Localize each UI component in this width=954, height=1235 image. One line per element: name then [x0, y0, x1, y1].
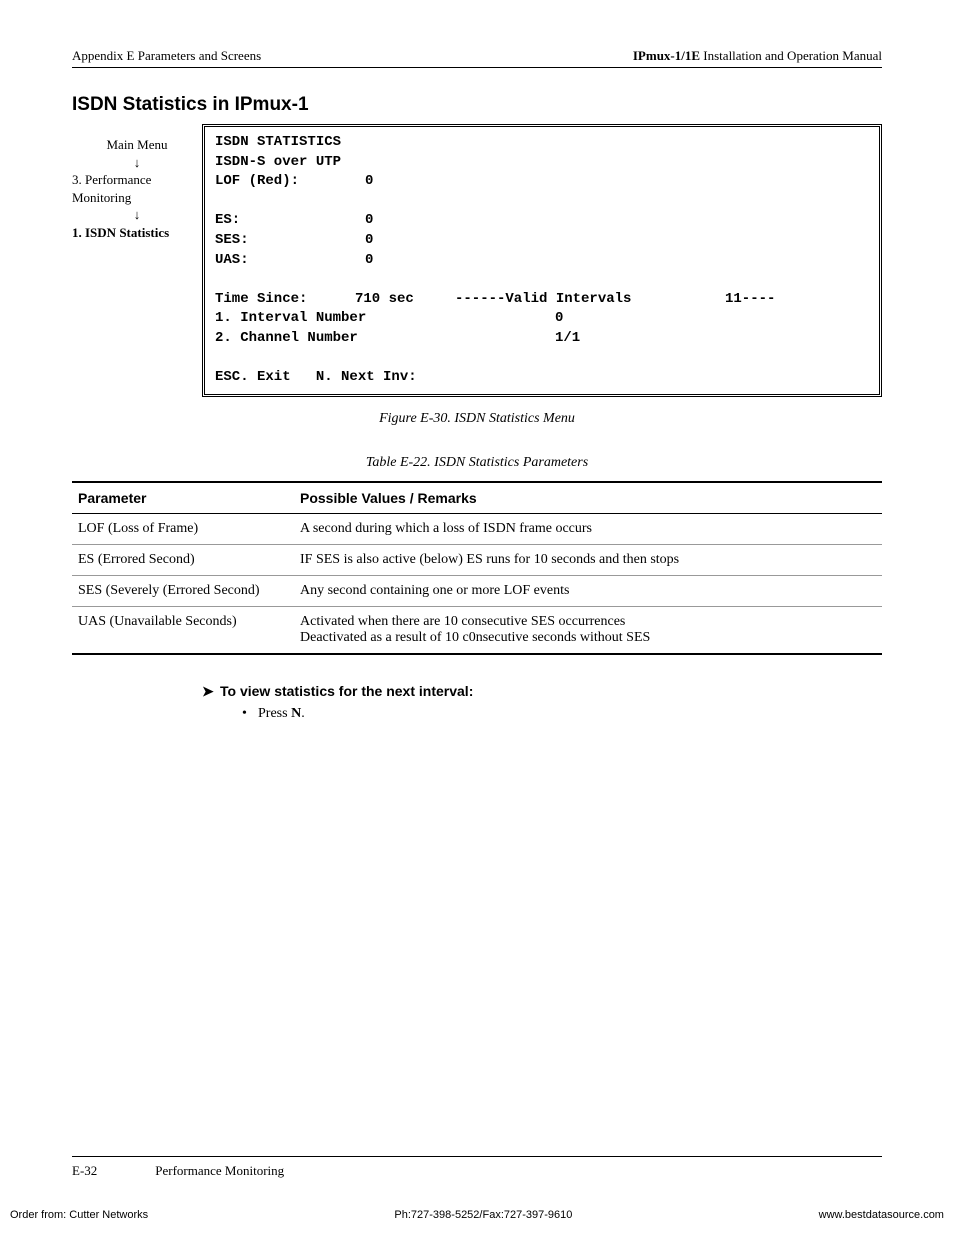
action-block: ➤To view statistics for the next interva… — [202, 683, 882, 722]
table-caption: Table E-22. ISDN Statistics Parameters — [72, 455, 882, 471]
section-title: ISDN Statistics in IPmux-1 — [72, 94, 882, 116]
header-product: IPmux-1/1E — [633, 48, 700, 63]
table-row: ES (Errored Second) IF SES is also activ… — [72, 544, 882, 575]
header-doc: Installation and Operation Manual — [700, 48, 882, 63]
header-right: IPmux-1/1E Installation and Operation Ma… — [633, 48, 882, 64]
arrow-down-icon: ↓ — [72, 154, 202, 172]
terminal-title: ISDN STATISTICS — [215, 134, 341, 150]
page-number: E-32 — [72, 1163, 152, 1179]
breadcrumb-step-main: Main Menu — [72, 136, 202, 154]
time-row: Time Since:710 sec------Valid Intervals1… — [215, 291, 775, 307]
col-remarks: Possible Values / Remarks — [294, 482, 882, 514]
order-center: Ph:727-398-5252/Fax:727-397-9610 — [394, 1209, 572, 1221]
order-left: Order from: Cutter Networks — [10, 1209, 148, 1221]
breadcrumb-step-current: 1. ISDN Statistics — [72, 224, 202, 242]
stat-es: ES:0 — [215, 212, 373, 228]
pointer-icon: ➤ — [202, 683, 220, 700]
header-left: Appendix E Parameters and Screens — [72, 48, 261, 64]
uas-remarks: Activated when there are 10 consecutive … — [294, 606, 882, 654]
breadcrumb-step-perf: 3. Performance Monitoring — [72, 171, 202, 206]
arrow-down-icon: ↓ — [72, 206, 202, 224]
terminal-subtitle: ISDN-S over UTP — [215, 154, 341, 170]
stat-ses: SES:0 — [215, 232, 373, 248]
opt-interval: 1. Interval Number0 — [215, 310, 563, 326]
table-row: UAS (Unavailable Seconds) Activated when… — [72, 606, 882, 654]
figure-caption: Figure E-30. ISDN Statistics Menu — [72, 411, 882, 427]
page-footer: E-32 Performance Monitoring — [72, 1156, 882, 1179]
table-row: SES (Severely (Errored Second) Any secon… — [72, 575, 882, 606]
action-heading: To view statistics for the next interval… — [220, 683, 473, 699]
stat-lof: LOF (Red):0 — [215, 173, 373, 189]
bullet-icon: • — [242, 706, 258, 722]
footer-section: Performance Monitoring — [155, 1163, 284, 1178]
parameters-table: Parameter Possible Values / Remarks LOF … — [72, 481, 882, 655]
order-line: Order from: Cutter Networks Ph:727-398-5… — [10, 1209, 944, 1221]
col-parameter: Parameter — [72, 482, 294, 514]
action-text: Press N. — [258, 706, 305, 721]
opt-channel: 2. Channel Number1/1 — [215, 330, 580, 346]
terminal-screen: ISDN STATISTICS ISDN-S over UTP LOF (Red… — [202, 124, 882, 397]
page-header: Appendix E Parameters and Screens IPmux-… — [72, 48, 882, 68]
breadcrumb: Main Menu ↓ 3. Performance Monitoring ↓ … — [72, 124, 202, 241]
table-row: LOF (Loss of Frame) A second during whic… — [72, 513, 882, 544]
stat-uas: UAS:0 — [215, 252, 373, 268]
order-right: www.bestdatasource.com — [819, 1209, 944, 1221]
terminal-footer: ESC. Exit N. Next Inv: — [215, 369, 417, 385]
